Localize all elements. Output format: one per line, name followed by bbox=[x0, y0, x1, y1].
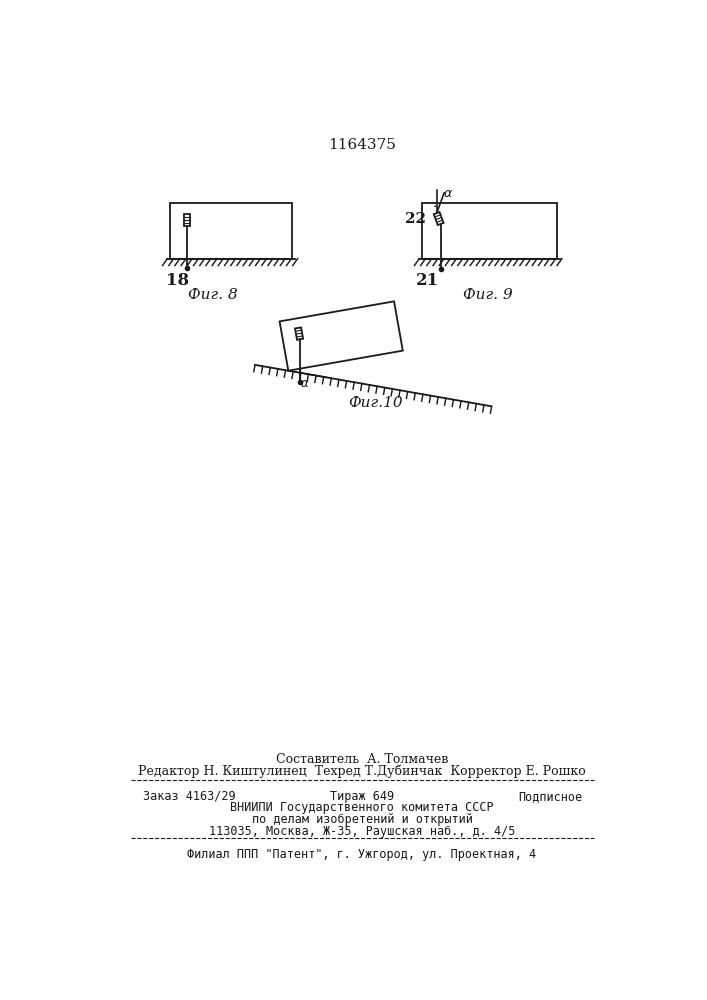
Text: Фиг. 8: Фиг. 8 bbox=[187, 288, 238, 302]
Text: Заказ 4163/29: Заказ 4163/29 bbox=[143, 790, 235, 803]
Text: 1164375: 1164375 bbox=[328, 138, 396, 152]
Text: ВНИИПИ Государственного комитета СССР: ВНИИПИ Государственного комитета СССР bbox=[230, 801, 493, 814]
Bar bbox=[421, 203, 557, 259]
Text: Редактор Н. Киштулинец  Техред Т.Дубинчак  Корректор Е. Рошко: Редактор Н. Киштулинец Техред Т.Дубинчак… bbox=[138, 764, 586, 778]
Text: Подписное: Подписное bbox=[519, 790, 583, 803]
Text: Тираж 649: Тираж 649 bbox=[330, 790, 394, 803]
Text: 113035, Москва, Ж-35, Раушская наб., д. 4/5: 113035, Москва, Ж-35, Раушская наб., д. … bbox=[209, 825, 515, 838]
Text: Филиал ППП "Патент", г. Ужгород, ул. Проектная, 4: Филиал ППП "Патент", г. Ужгород, ул. Про… bbox=[187, 848, 537, 861]
Text: 21: 21 bbox=[416, 272, 438, 289]
Polygon shape bbox=[279, 301, 403, 371]
Text: Фиг. 9: Фиг. 9 bbox=[462, 288, 513, 302]
Text: $\alpha$: $\alpha$ bbox=[300, 377, 310, 390]
Polygon shape bbox=[434, 212, 443, 225]
Text: $\alpha$: $\alpha$ bbox=[443, 187, 452, 200]
Polygon shape bbox=[184, 214, 190, 226]
Polygon shape bbox=[295, 327, 303, 340]
Text: 22: 22 bbox=[404, 212, 426, 226]
Bar bbox=[170, 203, 292, 259]
Text: 18: 18 bbox=[166, 272, 189, 289]
Text: Фиг.10: Фиг.10 bbox=[348, 396, 402, 410]
Text: Составитель  А. Толмачев: Составитель А. Толмачев bbox=[276, 753, 448, 766]
Text: по делам изобретений и открытий: по делам изобретений и открытий bbox=[252, 813, 472, 826]
